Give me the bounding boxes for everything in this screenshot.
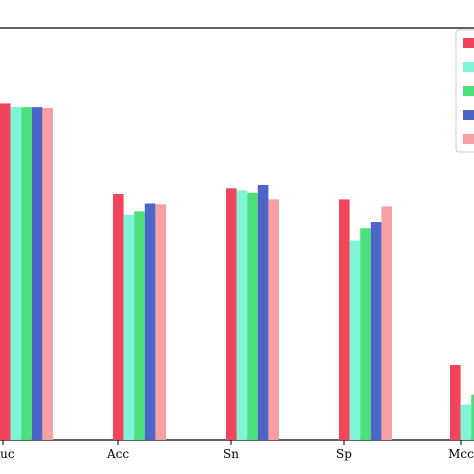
bar-auc-series-1 <box>0 103 11 441</box>
bar-sp-series-1 <box>339 199 350 440</box>
x-tick-label-mcc: Mcc <box>448 447 474 461</box>
bar-auc-series-3 <box>21 107 32 440</box>
bar-acc-series-2 <box>123 214 135 440</box>
bar-sp-series-3 <box>360 228 371 440</box>
legend-swatch-2 <box>463 62 474 72</box>
legend-swatch-3 <box>463 86 474 96</box>
x-tick-label-sp: Sp <box>336 447 352 461</box>
bar-acc-series-4 <box>144 203 156 440</box>
x-ticks: Auc Acc Sn Sp Mcc <box>0 440 474 461</box>
bar-sn-series-1 <box>226 188 237 440</box>
bar-sn-series-5 <box>268 199 279 440</box>
x-tick-label-acc: Acc <box>106 447 129 461</box>
bar-sn-series-4 <box>257 184 269 440</box>
legend-swatch-4 <box>463 110 474 120</box>
bar-mcc-series-2 <box>460 404 472 440</box>
bar-auc-series-2 <box>10 107 22 440</box>
bar-auc-series-4 <box>31 107 43 440</box>
bar-sp-series-2 <box>349 240 361 440</box>
legend-swatch-5 <box>463 134 474 144</box>
bar-sn-series-3 <box>247 192 258 440</box>
bar-sp-series-4 <box>370 222 382 440</box>
legend <box>455 29 474 153</box>
bar-auc-series-5 <box>42 107 53 441</box>
x-tick-label-sn: Sn <box>223 447 239 461</box>
x-tick-label-auc: Auc <box>0 447 15 461</box>
bar-mcc-series-3 <box>471 394 474 440</box>
bar-sn-series-2 <box>236 190 248 440</box>
bar-acc-series-1 <box>113 194 124 440</box>
bars <box>0 103 474 441</box>
legend-swatch-1 <box>463 38 474 48</box>
bar-mcc-series-1 <box>450 365 461 440</box>
bar-acc-series-5 <box>155 204 166 440</box>
bar-acc-series-3 <box>134 211 145 440</box>
bar-sp-series-5 <box>381 206 392 440</box>
